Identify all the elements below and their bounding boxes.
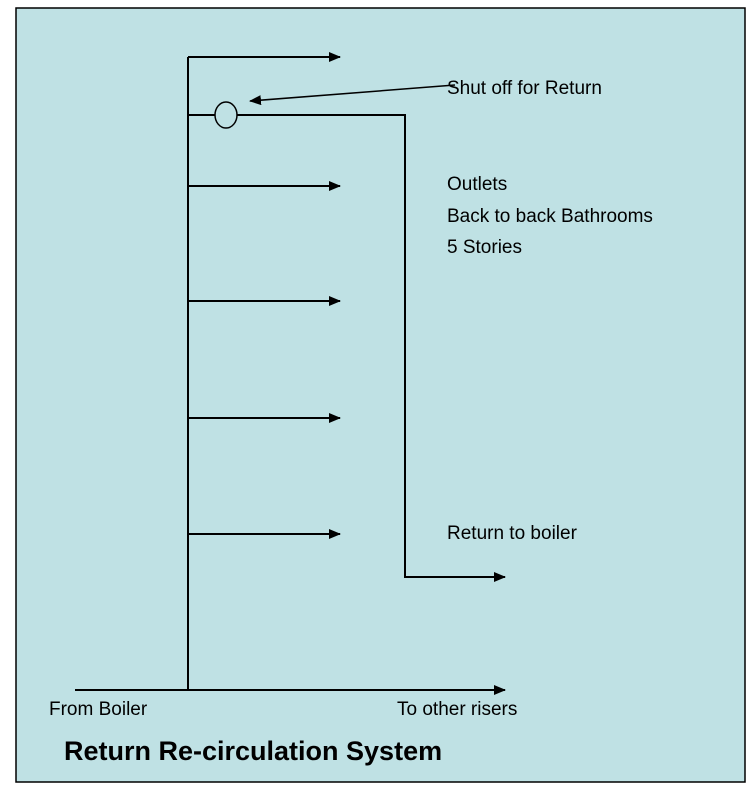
label: From Boiler: [49, 699, 148, 720]
return-line: [237, 114, 506, 582]
label: Return to boiler: [447, 523, 578, 544]
label: Outlets: [447, 174, 507, 195]
label: Back to back Bathrooms: [447, 206, 653, 227]
background-box: [15, 7, 746, 783]
pointer-arrow: [249, 84, 456, 106]
pipes: [75, 52, 506, 695]
label: To other risers: [397, 699, 517, 720]
label: Shut off for Return: [447, 78, 602, 99]
title: Return Re-circulation System: [64, 736, 442, 766]
label: 5 Stories: [447, 237, 522, 258]
